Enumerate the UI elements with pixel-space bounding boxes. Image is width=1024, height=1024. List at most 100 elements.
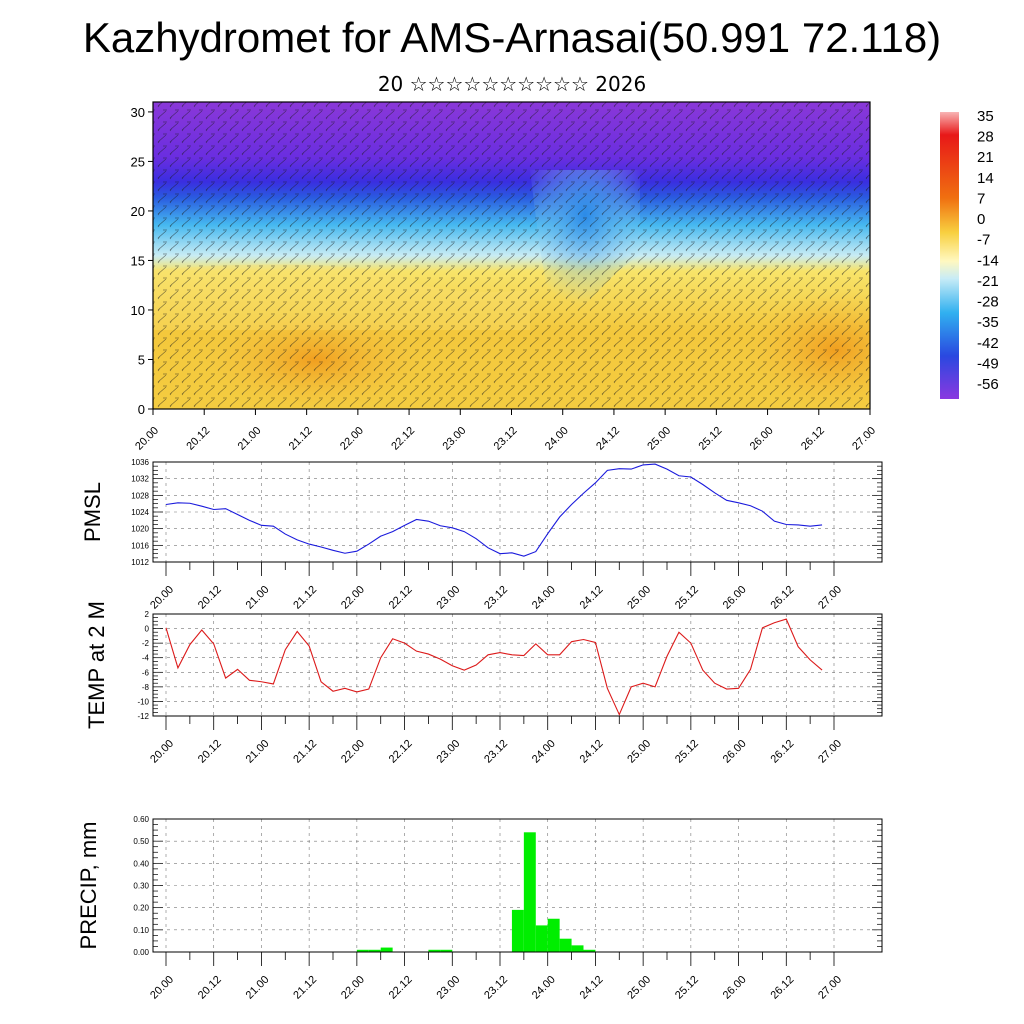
temp-ytick-label: -6 — [142, 668, 150, 677]
temp-xtick-label: 25.00 — [625, 738, 653, 766]
temp-frame — [152, 613, 883, 717]
temp-xtick-label: 22.00 — [339, 738, 367, 766]
pmsl-ytick-label: 1032 — [131, 475, 149, 484]
pmsl-xtick-label: 27.00 — [816, 584, 844, 612]
pmsl-xtick-label: 23.00 — [434, 584, 462, 612]
temp-xtick-label: 20.00 — [148, 738, 176, 766]
temp-ytick-label: -4 — [142, 654, 150, 663]
precip-xtick-label: 23.12 — [482, 974, 510, 1002]
pmsl-xtick-label: 25.00 — [625, 584, 653, 612]
colorbar: 35 28 21 14 7 0 -7 -14 -21 -28 -35 -42 -49 -56 — [940, 108, 999, 399]
temp-ylabel: TEMP at 2 M — [84, 601, 109, 729]
colorbar-label: 7 — [977, 190, 985, 207]
precip-bar — [523, 832, 536, 952]
precip-xtick-label: 26.12 — [768, 974, 796, 1002]
section-ytick-label: 0 — [138, 402, 145, 417]
colorbar-label: -42 — [977, 335, 999, 352]
pmsl-series-line — [165, 463, 823, 557]
pmsl-panel: 1036 1032 1028 1024 1020 1016 1012 20.00 20.12 21… — [80, 458, 883, 612]
colorbar-label: -14 — [977, 252, 999, 269]
precip-ytick-label: 0.60 — [133, 815, 149, 824]
precip-bar — [583, 949, 596, 952]
pmsl-xtick-label: 20.00 — [148, 584, 176, 612]
precip-bar — [571, 945, 584, 952]
colorbar-label: 28 — [977, 129, 994, 146]
precip-ytick-label: 0.10 — [133, 926, 149, 935]
pmsl-xtick-label: 23.12 — [482, 584, 510, 612]
precip-xtick-label: 24.12 — [578, 974, 606, 1002]
precip-bar — [547, 918, 560, 952]
pmsl-xtick-label: 21.00 — [244, 584, 272, 612]
temp-xtick-label: 23.00 — [434, 738, 462, 766]
section-xtick-label: 21.12 — [287, 425, 315, 453]
chart-subtitle: 20 ☆☆☆☆☆☆☆☆☆☆ 2026 — [377, 72, 647, 96]
pmsl-ytick-label: 1028 — [131, 491, 149, 500]
temp-xtick-label: 23.12 — [482, 738, 510, 766]
section-xtick-label: 26.00 — [748, 425, 776, 453]
section-xtick-label: 20.00 — [133, 425, 161, 453]
temp-xtick-label: 26.12 — [768, 738, 796, 766]
precip-bar — [440, 949, 453, 952]
precip-xtick-label: 23.00 — [434, 974, 462, 1002]
precip-xtick-label: 20.00 — [148, 974, 176, 1002]
precip-bar — [368, 949, 381, 952]
section-xtick-label: 27.00 — [850, 425, 878, 453]
pmsl-ytick-label: 1020 — [131, 525, 149, 534]
precip-bar — [511, 909, 524, 952]
temp-xtick-label: 25.12 — [673, 738, 701, 766]
colorbar-label: -28 — [977, 294, 999, 311]
section-ytick-label: 5 — [138, 352, 145, 367]
temp-xtick-label: 24.00 — [530, 738, 558, 766]
precip-xtick-label: 20.12 — [196, 974, 224, 1002]
section-ytick-label: 20 — [131, 204, 145, 219]
precip-xtick-label: 27.00 — [816, 974, 844, 1002]
precip-ytick-label: 0.00 — [133, 948, 149, 957]
temp-xtick-label: 21.12 — [291, 738, 319, 766]
section-ytick-label: 30 — [131, 105, 145, 120]
precip-ytick-label: 0.50 — [133, 837, 149, 846]
section-xtick-label: 20.12 — [184, 425, 212, 453]
colorbar-label: -7 — [977, 232, 990, 249]
precip-panel: 0.60 0.50 0.40 0.30 0.20 0.10 0.00 20.00 20.12 21… — [76, 815, 883, 1002]
precip-ytick-label: 0.30 — [133, 882, 149, 891]
colorbar-label: -21 — [977, 273, 999, 290]
pmsl-xtick-label: 20.12 — [196, 584, 224, 612]
section-xtick-label: 25.12 — [697, 425, 725, 453]
section-xtick-label: 26.12 — [799, 425, 827, 453]
section-xtick-label: 23.00 — [440, 425, 468, 453]
pmsl-xtick-label: 24.12 — [578, 584, 606, 612]
section-ytick-label: 10 — [131, 303, 145, 318]
precip-bar — [428, 949, 441, 952]
section-xtick-label: 22.00 — [338, 425, 366, 453]
chart-title: Kazhydromet for AMS-Arnasai(50.991 72.11… — [82, 14, 942, 61]
precip-xtick-label: 25.12 — [673, 974, 701, 1002]
temp-xtick-label: 21.00 — [244, 738, 272, 766]
temp-ytick-label: -8 — [142, 683, 150, 692]
pmsl-xtick-label: 26.12 — [768, 584, 796, 612]
temp-ytick-label: 0 — [145, 625, 150, 634]
colorbar-label: -49 — [977, 355, 999, 372]
colorbar-label: -35 — [977, 314, 999, 331]
pmsl-ytick-label: 1036 — [131, 458, 149, 467]
colorbar-label: 0 — [977, 211, 985, 228]
colorbar-label: 14 — [977, 170, 994, 187]
precip-bar — [380, 947, 393, 952]
temp-series-line — [165, 618, 823, 716]
section-xtick-label: 21.00 — [236, 425, 264, 453]
precip-xtick-label: 22.12 — [387, 974, 415, 1002]
precip-bar — [535, 925, 548, 952]
colorbar-ramp — [940, 112, 959, 399]
pmsl-xtick-label: 22.00 — [339, 584, 367, 612]
temp-xtick-label: 26.00 — [721, 738, 749, 766]
section-xtick-label: 23.12 — [492, 425, 520, 453]
temp-xtick-label: 20.12 — [196, 738, 224, 766]
temp-ytick-label: 2 — [145, 610, 150, 619]
temp-panel: 2 0 -2 -4 -6 -8 -10 -12 20.00 20.12 21.00 21.12 22.0… — [84, 601, 883, 766]
temp-xtick-label: 22.12 — [387, 738, 415, 766]
pmsl-ytick-label: 1012 — [131, 558, 149, 567]
precip-xtick-label: 26.00 — [721, 974, 749, 1002]
pmsl-ylabel: PMSL — [80, 482, 105, 542]
section-ytick-label: 15 — [131, 253, 145, 268]
precip-xtick-label: 24.00 — [530, 974, 558, 1002]
